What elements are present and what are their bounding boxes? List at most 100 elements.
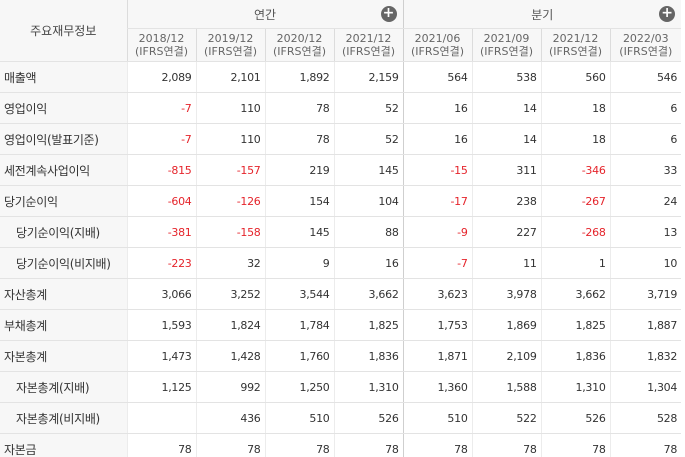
table-row: 부채총계 1,593 1,824 1,784 1,825 1,753 1,869 1,825 1… xyxy=(0,309,682,341)
value-cell: -267 xyxy=(540,185,611,217)
table-row: 영업이익 -7 110 78 52 16 14 18 6 xyxy=(0,92,682,124)
value-cell: 24 xyxy=(609,185,682,217)
value-cell: 1,832 xyxy=(609,340,682,372)
value-cell: 1,593 xyxy=(126,309,196,341)
value-cell: 3,623 xyxy=(402,278,473,310)
column-header: 2021/06 (IFRS연결) xyxy=(402,28,473,62)
value-cell: 238 xyxy=(471,185,542,217)
value-cell xyxy=(126,402,196,434)
value-cell: 1,871 xyxy=(402,340,473,372)
value-cell: 6 xyxy=(609,92,682,124)
value-cell: 1,869 xyxy=(471,309,542,341)
value-cell: 538 xyxy=(471,61,542,93)
value-cell: 1,125 xyxy=(126,371,196,403)
column-header: 2021/12 (IFRS연결) xyxy=(540,28,611,62)
value-cell: -7 xyxy=(126,92,196,124)
column-period: 2021/06 xyxy=(414,32,461,45)
column-header: 2020/12 (IFRS연결) xyxy=(264,28,334,62)
value-cell: 10 xyxy=(609,247,682,279)
value-cell: 3,544 xyxy=(264,278,334,310)
table-row: 당기순이익(지배) -381 -158 145 88 -9 227 -268 13 xyxy=(0,216,682,248)
value-cell: 2,101 xyxy=(195,61,265,93)
row-label: 매출액 xyxy=(0,61,127,93)
value-cell: 14 xyxy=(471,92,542,124)
row-label: 자본총계(비지배) xyxy=(0,402,127,434)
value-cell: 546 xyxy=(609,61,682,93)
value-cell: 1,428 xyxy=(195,340,265,372)
row-label: 당기순이익 xyxy=(0,185,127,217)
column-header: 2018/12 (IFRS연결) xyxy=(126,28,196,62)
value-cell: 32 xyxy=(195,247,265,279)
value-cell: 3,719 xyxy=(609,278,682,310)
value-cell: 528 xyxy=(609,402,682,434)
column-period: 2019/12 xyxy=(207,32,254,45)
value-cell: -604 xyxy=(126,185,196,217)
value-cell: -346 xyxy=(540,154,611,186)
value-cell: 1,824 xyxy=(195,309,265,341)
group-label: 분기 xyxy=(531,7,554,22)
value-cell: 522 xyxy=(471,402,542,434)
column-header: 2021/12 (IFRS연결) xyxy=(333,28,404,62)
value-cell: 6 xyxy=(609,123,682,155)
value-cell: 78 xyxy=(126,433,196,457)
value-cell: 526 xyxy=(333,402,404,434)
value-cell: 1,760 xyxy=(264,340,334,372)
column-basis: (IFRS연결) xyxy=(619,45,673,58)
value-cell: 13 xyxy=(609,216,682,248)
column-header: 2019/12 (IFRS연결) xyxy=(195,28,265,62)
value-cell: 992 xyxy=(195,371,265,403)
value-cell: 1,310 xyxy=(540,371,611,403)
value-cell: -815 xyxy=(126,154,196,186)
row-label: 자본총계 xyxy=(0,340,127,372)
value-cell: 3,662 xyxy=(333,278,404,310)
value-cell: 104 xyxy=(333,185,404,217)
value-cell: -7 xyxy=(126,123,196,155)
value-cell: -157 xyxy=(195,154,265,186)
value-cell: 2,089 xyxy=(126,61,196,93)
column-period: 2021/09 xyxy=(483,32,530,45)
value-cell: 1,784 xyxy=(264,309,334,341)
value-cell: 16 xyxy=(402,123,473,155)
value-cell: 110 xyxy=(195,123,265,155)
row-label: 세전계속사업이익 xyxy=(0,154,127,186)
value-cell: 510 xyxy=(402,402,473,434)
value-cell: 560 xyxy=(540,61,611,93)
column-basis: (IFRS연결) xyxy=(549,45,603,58)
table-row: 당기순이익 -604 -126 154 104 -17 238 -267 24 xyxy=(0,185,682,217)
value-cell: 78 xyxy=(333,433,404,457)
table-row: 매출액 2,089 2,101 1,892 2,159 564 538 560 546 xyxy=(0,61,682,93)
value-cell: -15 xyxy=(402,154,473,186)
column-basis: (IFRS연결) xyxy=(272,45,327,58)
value-cell: 78 xyxy=(540,433,611,457)
value-cell: 78 xyxy=(264,92,334,124)
column-period: 2018/12 xyxy=(138,32,185,45)
table-row: 자본총계(지배) 1,125 992 1,250 1,310 1,360 1,588 1,31… xyxy=(0,371,682,403)
value-cell: 526 xyxy=(540,402,611,434)
value-cell: 33 xyxy=(609,154,682,186)
value-cell: 1,753 xyxy=(402,309,473,341)
expand-button[interactable]: + xyxy=(380,6,397,22)
row-label: 부채총계 xyxy=(0,309,127,341)
group-label: 연간 xyxy=(253,7,277,22)
value-cell: 2,109 xyxy=(471,340,542,372)
table-row: 세전계속사업이익 -815 -157 219 145 -15 311 -346 33 xyxy=(0,154,682,186)
value-cell: -158 xyxy=(195,216,265,248)
row-label: 당기순이익(비지배) xyxy=(0,247,127,279)
value-cell: 154 xyxy=(264,185,334,217)
value-cell: 510 xyxy=(264,402,334,434)
value-cell: 16 xyxy=(402,92,473,124)
value-cell: -223 xyxy=(126,247,196,279)
column-period: 2022/03 xyxy=(622,32,669,45)
expand-button[interactable]: + xyxy=(659,6,676,22)
value-cell: 1,310 xyxy=(333,371,404,403)
value-cell: 1,304 xyxy=(609,371,682,403)
row-label: 자산총계 xyxy=(0,278,127,310)
value-cell: 52 xyxy=(333,123,404,155)
value-cell: 564 xyxy=(402,61,473,93)
value-cell: 227 xyxy=(471,216,542,248)
value-cell: 1 xyxy=(540,247,611,279)
value-cell: 219 xyxy=(264,154,334,186)
value-cell: -268 xyxy=(540,216,611,248)
value-cell: 311 xyxy=(471,154,542,186)
